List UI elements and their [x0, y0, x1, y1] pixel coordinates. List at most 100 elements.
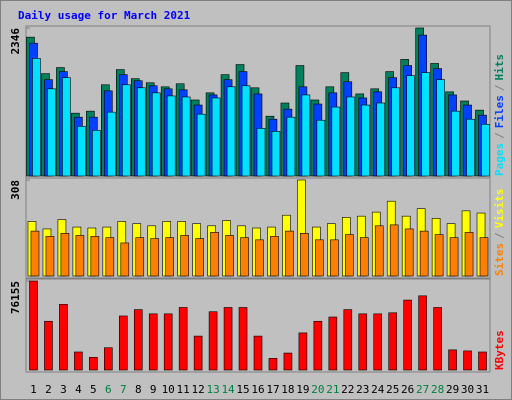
- x-tick-label: 28: [431, 383, 444, 396]
- legend-entry: Sites: [493, 243, 506, 276]
- x-tick-label: 29: [446, 383, 459, 396]
- bar: [271, 131, 281, 177]
- bar: [240, 237, 249, 277]
- x-tick-label: 1: [30, 383, 37, 396]
- x-tick-label: 19: [296, 383, 309, 396]
- bar: [315, 239, 324, 277]
- bar: [388, 312, 398, 371]
- x-tick-label: 11: [177, 383, 190, 396]
- x-tick-label: 22: [341, 383, 354, 396]
- bar: [107, 111, 116, 177]
- bar: [195, 238, 204, 277]
- bar: [466, 118, 475, 177]
- bar: [180, 235, 189, 277]
- legend: Sites / Visits: [493, 189, 506, 277]
- bar: [256, 128, 266, 177]
- bar: [148, 313, 158, 371]
- bar: [32, 58, 41, 177]
- bar: [225, 235, 234, 277]
- bar: [196, 113, 206, 177]
- x-tick-label: 10: [162, 383, 175, 396]
- bar: [434, 234, 444, 277]
- bar: [30, 230, 40, 277]
- bar: [464, 232, 474, 277]
- bar: [238, 307, 248, 371]
- bar: [181, 96, 191, 177]
- bar: [105, 237, 115, 277]
- bar: [331, 106, 341, 177]
- legend-separator: /: [493, 84, 506, 91]
- x-tick-label: 5: [90, 383, 97, 396]
- x-tick-label: 3: [60, 383, 67, 396]
- x-tick-label: 24: [371, 383, 385, 396]
- x-tick-label: 17: [266, 383, 279, 396]
- legend-entry: Pages: [493, 143, 506, 176]
- bar: [90, 236, 100, 277]
- bar: [418, 295, 427, 371]
- bar: [166, 95, 176, 177]
- bar: [403, 299, 412, 371]
- bar: [208, 311, 218, 371]
- bar: [104, 347, 113, 371]
- y-tick-label: 2346: [9, 28, 22, 55]
- bar: [406, 75, 415, 177]
- bar: [135, 237, 145, 277]
- bar: [479, 237, 489, 277]
- bar: [89, 356, 98, 371]
- bar: [298, 332, 308, 371]
- bar: [283, 352, 293, 371]
- bar: [463, 350, 472, 371]
- bar: [376, 102, 386, 177]
- bar: [301, 94, 311, 177]
- bar: [253, 335, 263, 371]
- bar: [391, 87, 401, 177]
- legend-entry: Files: [493, 95, 506, 128]
- bar: [75, 235, 85, 277]
- x-tick-label: 26: [401, 383, 414, 396]
- bar: [478, 351, 487, 371]
- x-tick-label: 6: [105, 383, 112, 396]
- x-tick-label: 23: [356, 383, 369, 396]
- bar: [389, 224, 399, 277]
- bar: [136, 87, 146, 177]
- bar: [133, 309, 143, 371]
- x-tick-label: 9: [150, 383, 157, 396]
- x-tick-label: 30: [461, 383, 474, 396]
- bar: [448, 349, 457, 371]
- x-tick-label: 12: [192, 383, 205, 396]
- bar: [118, 315, 128, 371]
- bar: [150, 238, 160, 277]
- bar: [77, 126, 86, 177]
- x-tick-label: 25: [386, 383, 399, 396]
- bar: [330, 239, 339, 277]
- bar: [345, 234, 354, 277]
- bar: [44, 320, 53, 371]
- bar: [59, 304, 68, 371]
- bar: [436, 79, 445, 177]
- bar: [29, 280, 38, 371]
- bar: [285, 230, 294, 277]
- legend-separator: /: [493, 232, 506, 239]
- bar: [481, 124, 490, 177]
- bar: [346, 96, 356, 177]
- bar: [421, 72, 430, 177]
- bar: [451, 110, 460, 177]
- bar: [47, 88, 56, 177]
- x-tick-label: 2: [45, 383, 52, 396]
- x-tick-label: 27: [416, 383, 429, 396]
- bar: [165, 237, 174, 277]
- x-tick-label: 20: [311, 383, 324, 396]
- y-tick-label: 76155: [9, 281, 22, 314]
- bar: [210, 232, 219, 277]
- legend-entry: KBytes: [493, 330, 506, 370]
- bar: [300, 232, 309, 277]
- bar: [121, 84, 131, 177]
- bar: [358, 313, 368, 371]
- bar: [223, 307, 233, 371]
- x-tick-label: 21: [326, 383, 339, 396]
- bar: [92, 130, 101, 177]
- bar: [60, 232, 70, 277]
- bar: [178, 307, 188, 371]
- bar: [374, 225, 384, 277]
